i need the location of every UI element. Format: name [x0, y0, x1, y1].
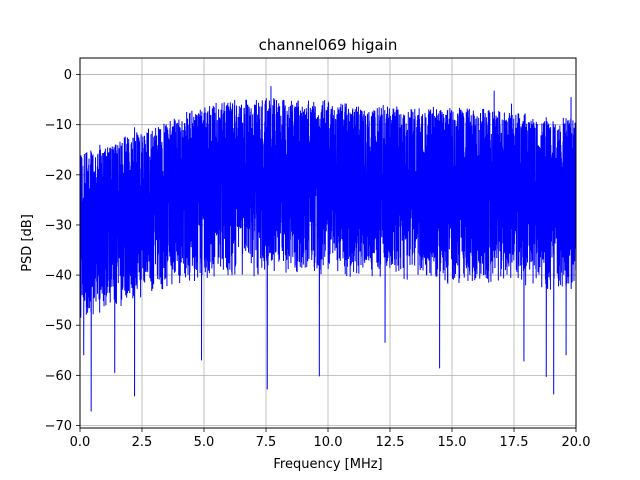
y-tick-label: −10	[45, 118, 72, 133]
y-tick-label: −40	[45, 269, 72, 284]
y-tick-label: −60	[45, 369, 72, 384]
x-tick-label: 12.5	[376, 435, 405, 450]
x-tick-label: 2.5	[132, 435, 153, 450]
x-axis-label: Frequency [MHz]	[273, 457, 382, 472]
chart-title: channel069 higain	[259, 36, 398, 54]
x-tick-label: 17.5	[500, 435, 529, 450]
y-tick-label: −50	[45, 319, 72, 334]
y-axis: 0 −10 −20 −30 −40 −50 −60 −70	[45, 68, 80, 434]
x-tick-label: 0.0	[70, 435, 91, 450]
x-tick-label: 15.0	[438, 435, 467, 450]
x-tick-label: 10.0	[314, 435, 343, 450]
y-tick-label: −70	[45, 419, 72, 434]
y-tick-label: 0	[64, 68, 72, 83]
plot-area	[80, 86, 576, 412]
y-tick-label: −30	[45, 218, 72, 233]
y-axis-label: PSD [dB]	[20, 214, 35, 272]
x-tick-label: 5.0	[194, 435, 215, 450]
x-axis: 0.0 2.5 5.0 7.5 10.0 12.5 15.0 17.5 20.0	[70, 428, 591, 450]
x-tick-label: 20.0	[562, 435, 591, 450]
psd-series-line	[80, 86, 576, 412]
y-tick-label: −20	[45, 168, 72, 183]
x-tick-label: 7.5	[256, 435, 277, 450]
